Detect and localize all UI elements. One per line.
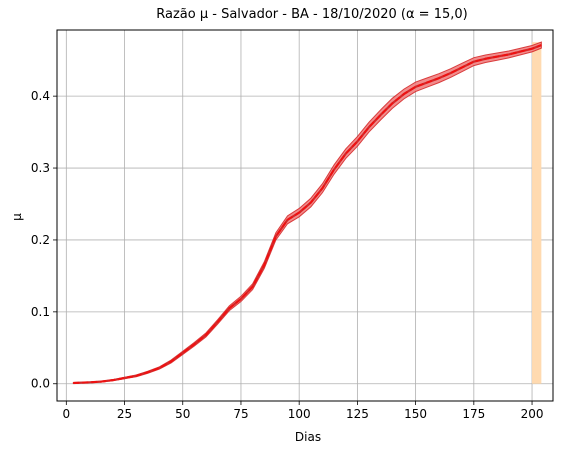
highlight-region bbox=[532, 42, 542, 384]
x-tick-label: 125 bbox=[346, 407, 369, 421]
x-tick-label: 75 bbox=[233, 407, 248, 421]
x-tick-label: 25 bbox=[117, 407, 132, 421]
x-tick-label: 100 bbox=[288, 407, 311, 421]
x-tick-label: 150 bbox=[404, 407, 427, 421]
series-dashed-line bbox=[73, 44, 542, 385]
series-layer bbox=[72, 41, 542, 385]
y-tick-label: 0.4 bbox=[31, 89, 50, 103]
x-tick-label: 50 bbox=[175, 407, 190, 421]
x-axis: 0 25 50 75 100 125 150 175 200 bbox=[62, 401, 543, 421]
series-band bbox=[72, 41, 542, 384]
x-tick-label: 200 bbox=[521, 407, 544, 421]
y-tick-label: 0.0 bbox=[31, 377, 50, 391]
plot-area bbox=[56, 29, 554, 402]
chart-title: Razão μ - Salvador - BA - 18/10/2020 (α … bbox=[156, 7, 467, 22]
x-axis-label: Dias bbox=[295, 430, 321, 444]
y-tick-label: 0.3 bbox=[31, 161, 50, 175]
y-axis: 0.0 0.1 0.2 0.3 0.4 bbox=[31, 89, 57, 391]
y-axis-label: μ bbox=[10, 213, 24, 221]
x-tick-label: 0 bbox=[62, 407, 70, 421]
x-tick-label: 175 bbox=[462, 407, 485, 421]
y-tick-label: 0.1 bbox=[31, 305, 50, 319]
y-tick-label: 0.2 bbox=[31, 233, 50, 247]
